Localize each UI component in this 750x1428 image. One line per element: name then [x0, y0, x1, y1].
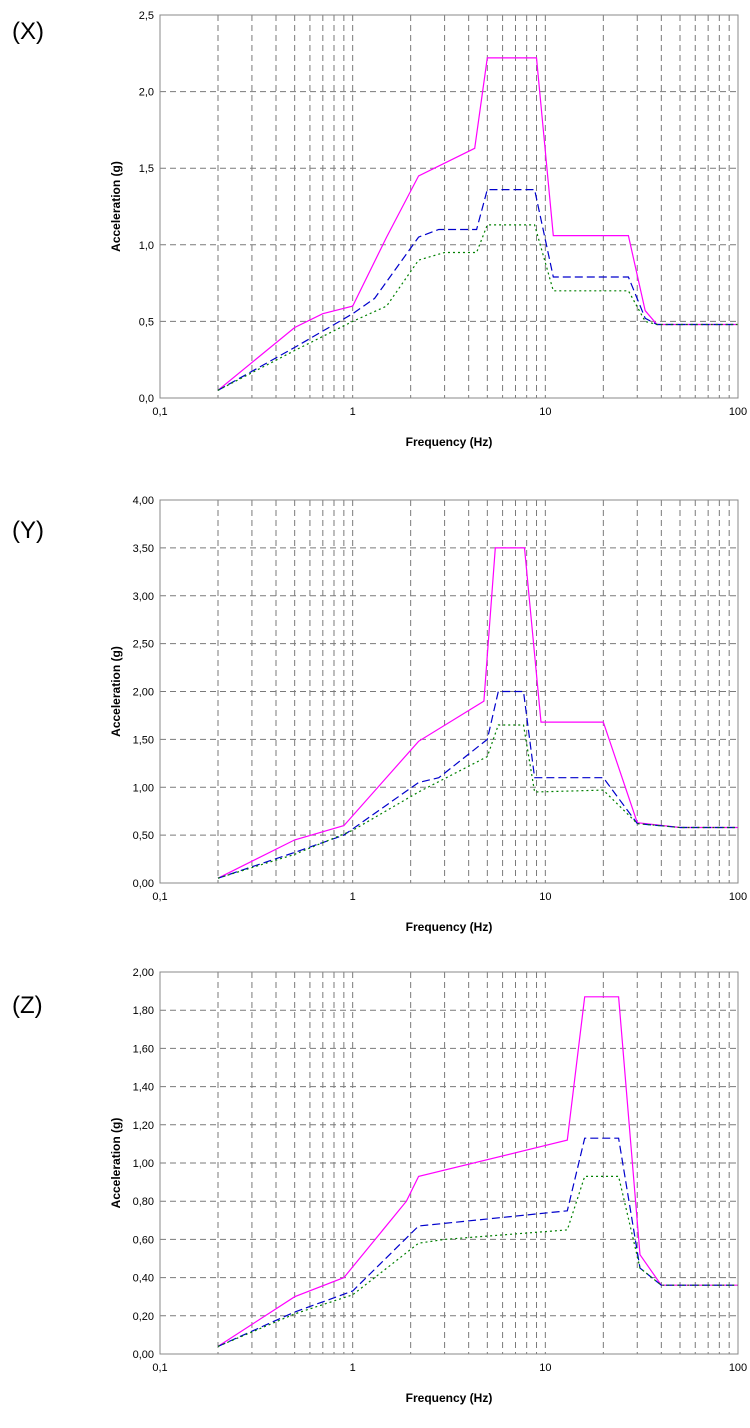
x-tick-label: 100	[729, 891, 747, 903]
series-line-dotted	[217, 724, 738, 879]
y-axis-title: Acceleration (g)	[109, 161, 123, 252]
y-tick-label: 1,40	[133, 1082, 154, 1094]
panel-label: (X)	[12, 18, 44, 45]
x-tick-label: 1	[350, 406, 356, 418]
y-tick-label: 2,00	[133, 687, 154, 699]
y-tick-label: 3,00	[133, 591, 154, 603]
panel-label: (Y)	[12, 517, 44, 544]
x-tick-label: 10	[539, 1362, 551, 1374]
y-tick-label: 0,60	[133, 1234, 154, 1246]
acceleration-chart-z: 0,00 0,20 0,40 0,60 0,80 1,00 1,20 1,40 1,60 1,80…	[109, 967, 747, 1405]
x-tick-label: 0,1	[152, 891, 167, 903]
y-tick-label: 0,80	[133, 1196, 154, 1208]
y-tick-label: 0,40	[133, 1273, 154, 1285]
y-tick-label: 2,50	[133, 639, 154, 651]
y-tick-label: 0,00	[133, 1349, 154, 1361]
x-axis-title: Frequency (Hz)	[406, 920, 493, 934]
y-tick-label: 1,00	[133, 782, 154, 794]
series-line-dashed	[217, 690, 738, 879]
x-tick-label: 1	[350, 891, 356, 903]
y-tick-label: 0,5	[139, 316, 154, 328]
plot-frame	[159, 971, 739, 1355]
y-tick-label: 1,50	[133, 734, 154, 746]
y-tick-label: 1,00	[133, 1158, 154, 1170]
x-tick-label: 0,1	[152, 1362, 167, 1374]
y-tick-label: 0,00	[133, 878, 154, 890]
y-tick-label: 1,5	[139, 163, 154, 175]
series-line-dotted	[217, 1175, 738, 1347]
x-tick-label: 10	[539, 891, 551, 903]
chart-panel-y: (Y) 0,00 0,50 1,00 1,50 2,00 2,50 3,00 3,50 4,00…	[0, 485, 750, 960]
y-axis-title: Acceleration (g)	[109, 646, 123, 737]
y-tick-label: 0,50	[133, 830, 154, 842]
x-axis-title: Frequency (Hz)	[406, 435, 493, 449]
y-tick-label: 2,5	[139, 10, 154, 22]
x-axis-title: Frequency (Hz)	[406, 1391, 493, 1405]
y-tick-label: 1,20	[133, 1120, 154, 1132]
x-tick-label: 0,1	[152, 406, 167, 418]
y-tick-label: 2,0	[139, 87, 154, 99]
acceleration-chart-x: 0,0 0,5 1,0 1,5 2,0 2,5 0,1 1 10 100 Frequency (Hz…	[109, 10, 747, 449]
series-line-dashed	[217, 189, 738, 391]
chart-panel-z: (Z) 0,00 0,20 0,40 0,60 0,80 1,00 1,20 1,40 1,60…	[0, 962, 750, 1428]
x-tick-label: 1	[350, 1362, 356, 1374]
y-tick-label: 1,80	[133, 1005, 154, 1017]
y-tick-label: 0,20	[133, 1311, 154, 1323]
acceleration-chart-y: 0,00 0,50 1,00 1,50 2,00 2,50 3,00 3,50 4,00 0,1 1…	[109, 495, 747, 934]
plot-frame	[159, 14, 739, 399]
plot-frame	[159, 499, 739, 884]
y-tick-label: 3,50	[133, 543, 154, 555]
y-axis-title: Acceleration (g)	[109, 1118, 123, 1209]
plot-area	[160, 15, 738, 398]
y-tick-label: 1,0	[139, 240, 154, 252]
x-tick-label: 100	[729, 406, 747, 418]
x-tick-label: 100	[729, 1362, 747, 1374]
series-line-solid	[217, 547, 738, 879]
x-tick-label: 10	[539, 406, 551, 418]
y-tick-label: 4,00	[133, 495, 154, 507]
series-line-solid	[217, 996, 738, 1347]
y-tick-label: 2,00	[133, 967, 154, 979]
y-tick-label: 1,60	[133, 1043, 154, 1055]
chart-panel-x: (X) 0,0 0,5 1,0 1,5 2,0 2,5 0,1 1 10 100 Frequency…	[0, 0, 750, 470]
y-tick-label: 0,0	[139, 393, 154, 405]
panel-label: (Z)	[12, 992, 43, 1019]
series-line-solid	[217, 57, 738, 391]
